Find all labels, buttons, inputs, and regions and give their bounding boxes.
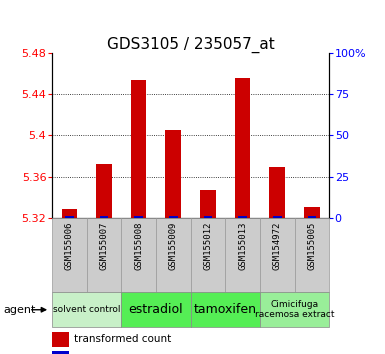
Bar	[200, 190, 216, 218]
Text: solvent control: solvent control	[53, 305, 121, 314]
Bar	[235, 78, 250, 218]
Text: GSM155012: GSM155012	[203, 222, 213, 270]
Bar	[273, 216, 281, 218]
Text: transformed count: transformed count	[74, 334, 171, 344]
Text: GSM155005: GSM155005	[307, 222, 316, 270]
Bar	[52, 352, 69, 354]
Bar	[52, 292, 121, 327]
Bar	[52, 332, 69, 347]
Bar	[62, 210, 77, 218]
Text: GSM155009: GSM155009	[169, 222, 178, 270]
Bar	[134, 216, 143, 218]
Text: GSM155007: GSM155007	[99, 222, 109, 270]
Text: GSM154972: GSM154972	[273, 222, 282, 270]
Bar	[270, 167, 285, 218]
Text: Cimicifuga
racemosa extract: Cimicifuga racemosa extract	[255, 300, 334, 319]
Bar	[121, 218, 156, 292]
Bar	[96, 164, 112, 218]
Bar	[260, 292, 329, 327]
Bar	[225, 218, 260, 292]
Bar	[238, 216, 247, 218]
Bar	[166, 130, 181, 218]
Text: GSM155006: GSM155006	[65, 222, 74, 270]
Bar	[304, 207, 320, 218]
Bar	[295, 218, 329, 292]
Text: estradiol: estradiol	[129, 303, 183, 316]
Bar	[131, 80, 146, 218]
Bar	[260, 218, 295, 292]
Text: agent: agent	[4, 305, 36, 315]
Bar	[156, 218, 191, 292]
Bar	[191, 292, 260, 327]
Bar	[191, 218, 225, 292]
Bar	[65, 216, 74, 218]
Text: tamoxifen: tamoxifen	[194, 303, 257, 316]
Bar	[121, 292, 191, 327]
Text: GSM155013: GSM155013	[238, 222, 247, 270]
Bar	[52, 218, 87, 292]
Text: GSM155008: GSM155008	[134, 222, 143, 270]
Bar	[87, 218, 121, 292]
Bar	[204, 216, 212, 218]
Title: GDS3105 / 235057_at: GDS3105 / 235057_at	[107, 37, 275, 53]
Bar	[169, 216, 177, 218]
Bar	[308, 216, 316, 218]
Bar	[100, 216, 108, 218]
